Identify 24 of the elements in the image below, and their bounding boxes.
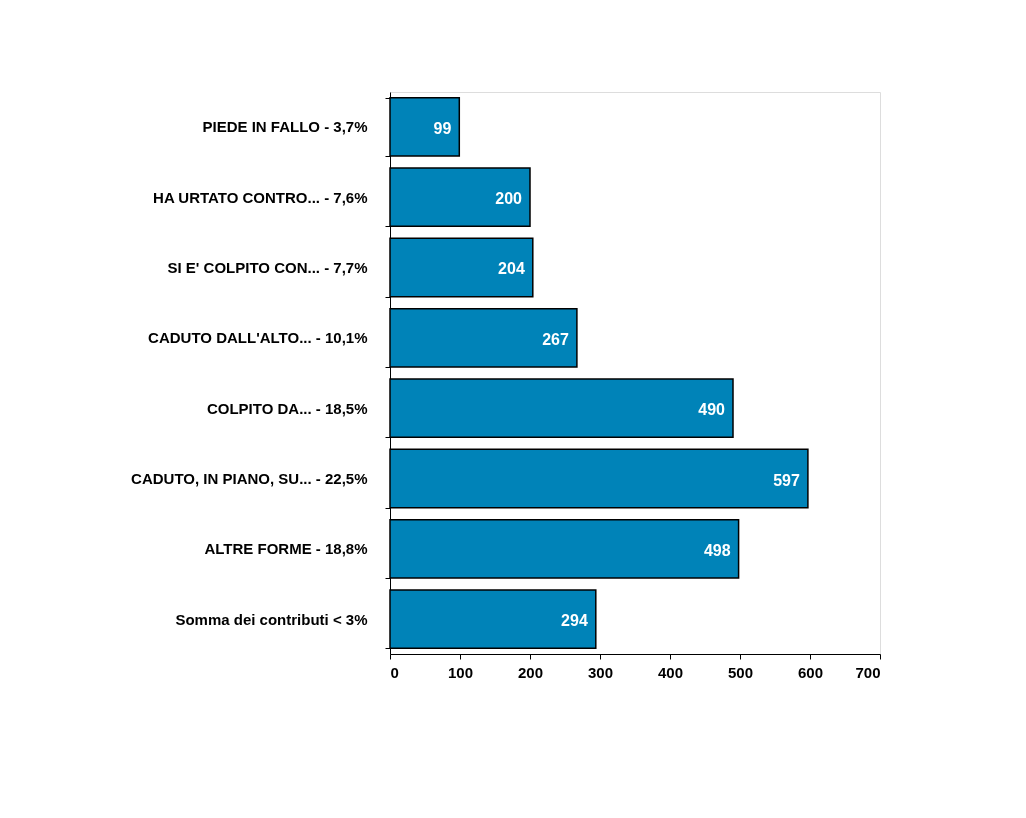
x-tick-label: 100 (447, 663, 474, 681)
y-tick-label: CADUTO, IN PIANO, SU... - 22,5% (131, 470, 368, 488)
x-tick-label: 500 (727, 663, 754, 681)
y-tick-label: SI E' COLPITO CON... - 7,7% (167, 258, 368, 276)
data-label: 490 (698, 401, 726, 419)
x-tick-label: 300 (587, 663, 614, 681)
y-tick-label: HA URTATO CONTRO... - 7,6% (153, 188, 368, 206)
y-tick-label: PIEDE IN FALLO - 3,7% (202, 118, 368, 136)
data-label: 99 (433, 119, 452, 137)
y-tick-label: COLPITO DA... - 18,5% (206, 399, 368, 417)
data-label: 200 (495, 190, 523, 208)
data-label: 267 (542, 330, 569, 348)
y-tick-label: CADUTO DALL'ALTO... - 10,1% (148, 329, 368, 347)
x-tick-label: 200 (517, 663, 544, 681)
x-tick-label: 600 (797, 663, 824, 681)
x-tick-label: 700 (855, 663, 881, 681)
y-tick-label: ALTRE FORME - 18,8% (204, 540, 368, 558)
x-tick-label: 0 (390, 663, 399, 681)
x-tick-label: 400 (657, 663, 684, 681)
data-label: 597 (773, 471, 800, 489)
y-tick-label: Somma dei contributi < 3% (175, 610, 368, 628)
data-label: 294 (561, 612, 588, 630)
data-label: 204 (498, 260, 525, 278)
data-label: 498 (703, 541, 731, 559)
